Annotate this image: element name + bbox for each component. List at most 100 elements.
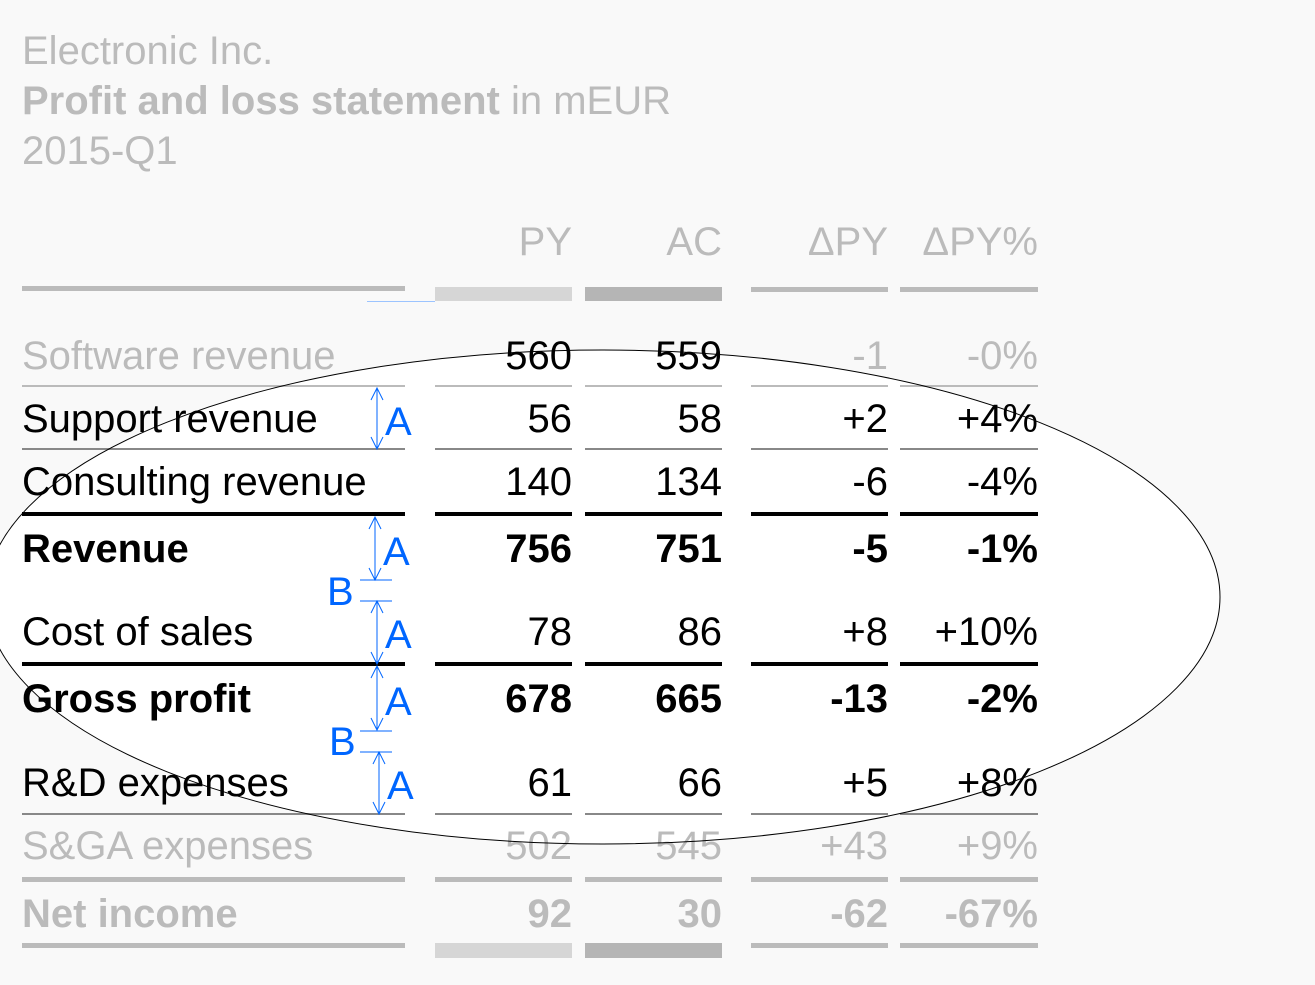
row-value-ac: 30 bbox=[677, 892, 723, 936]
row-value-py: 678 bbox=[505, 677, 572, 721]
row-value-ac: 66 bbox=[677, 761, 723, 805]
row-value-dpyp: +10% bbox=[934, 610, 1038, 654]
row-value-ac: 545 bbox=[655, 824, 722, 868]
row-rule bbox=[435, 385, 572, 387]
header-guide-line bbox=[367, 301, 435, 302]
row-rule bbox=[22, 662, 405, 666]
row-value-py: 756 bbox=[505, 527, 572, 571]
header-bar-dpy bbox=[751, 287, 888, 292]
row-value-dpy: -13 bbox=[830, 677, 888, 721]
row-rule bbox=[585, 877, 722, 882]
row-value-dpyp: -2% bbox=[966, 677, 1038, 721]
row-rule bbox=[585, 448, 722, 450]
row-value-py: 140 bbox=[505, 460, 572, 504]
row-value-ac: 58 bbox=[677, 397, 723, 441]
row-value-dpy: +43 bbox=[820, 824, 888, 868]
row-rule bbox=[751, 813, 888, 815]
row-value-ac: 134 bbox=[655, 460, 722, 504]
row-rule bbox=[435, 813, 572, 815]
ellipse-fill bbox=[0, 350, 1220, 844]
row-value-py: 61 bbox=[527, 761, 573, 805]
company-name: Electronic Inc. bbox=[22, 29, 274, 73]
row-rule bbox=[900, 813, 1038, 815]
arrowhead-up-icon bbox=[370, 599, 384, 614]
row-value-py: 560 bbox=[505, 334, 572, 378]
row-rule bbox=[435, 448, 572, 450]
row-value-py: 502 bbox=[505, 824, 572, 868]
row-label: Net income bbox=[22, 892, 238, 936]
row-value-dpy: -1 bbox=[852, 334, 888, 378]
statement-title: Profit and loss statement in mEUR bbox=[22, 78, 671, 124]
row-rule bbox=[585, 385, 722, 387]
period: 2015-Q1 bbox=[22, 129, 178, 173]
row-rule bbox=[900, 662, 1038, 666]
row-rule bbox=[22, 943, 405, 948]
statement-unit: in mEUR bbox=[499, 79, 672, 123]
row-label: Software revenue bbox=[22, 334, 336, 378]
row-value-dpyp: +8% bbox=[956, 761, 1038, 805]
arrowhead-up-icon bbox=[370, 386, 384, 401]
row-value-dpyp: -4% bbox=[966, 460, 1038, 504]
row-rule bbox=[22, 512, 405, 516]
header-bar-py bbox=[435, 287, 572, 301]
header-bar-dpyp bbox=[900, 287, 1038, 292]
row-rule bbox=[751, 877, 888, 882]
arrowhead-up-icon bbox=[370, 664, 384, 679]
statement-title-bold: Profit and loss statement bbox=[22, 79, 500, 123]
ellipse-outline bbox=[0, 349, 1221, 845]
arrowhead-up-icon bbox=[372, 750, 386, 765]
row-rule bbox=[585, 512, 722, 516]
row-rule bbox=[900, 385, 1038, 387]
column-header-dpyp: ΔPY% bbox=[922, 220, 1038, 264]
row-rule bbox=[435, 943, 572, 958]
row-rule bbox=[751, 448, 888, 450]
column-header-dpy: ΔPY bbox=[807, 220, 888, 264]
row-label: Support revenue bbox=[22, 397, 318, 441]
row-rule bbox=[435, 877, 572, 882]
row-rule bbox=[751, 943, 888, 948]
row-value-dpy: -62 bbox=[830, 892, 888, 936]
row-rule bbox=[585, 662, 722, 666]
spacing-label-b: B bbox=[329, 720, 356, 764]
row-value-ac: 665 bbox=[655, 677, 722, 721]
row-rule bbox=[900, 877, 1038, 882]
row-value-py: 56 bbox=[527, 397, 573, 441]
row-rule bbox=[751, 512, 888, 516]
row-rule bbox=[900, 448, 1038, 450]
row-value-ac: 751 bbox=[655, 527, 722, 571]
row-rule bbox=[900, 943, 1038, 948]
row-rule bbox=[22, 448, 405, 450]
row-label: Revenue bbox=[22, 527, 189, 571]
spacing-label-a: A bbox=[383, 530, 410, 574]
row-value-dpyp: -67% bbox=[944, 892, 1038, 936]
arrowhead-down-icon bbox=[370, 651, 384, 666]
row-rule bbox=[22, 877, 405, 882]
row-rule bbox=[435, 512, 572, 516]
spacing-label-a: A bbox=[385, 400, 412, 444]
row-value-dpyp: -0% bbox=[966, 334, 1038, 378]
spacing-label-a: A bbox=[385, 680, 412, 724]
arrowhead-down-icon bbox=[370, 717, 384, 732]
column-header-ac: AC bbox=[666, 220, 722, 264]
arrowhead-up-icon bbox=[368, 515, 382, 530]
spacing-label-a: A bbox=[387, 764, 414, 808]
row-value-py: 92 bbox=[527, 892, 573, 936]
row-label: Gross profit bbox=[22, 677, 251, 721]
arrowhead-down-icon bbox=[370, 436, 384, 451]
row-value-dpy: -6 bbox=[852, 460, 888, 504]
row-label: Consulting revenue bbox=[22, 460, 367, 504]
row-rule bbox=[751, 385, 888, 387]
row-value-dpy: +8 bbox=[842, 610, 888, 654]
row-rule bbox=[751, 662, 888, 666]
row-rule bbox=[22, 813, 405, 815]
column-header-py: PY bbox=[518, 220, 572, 264]
row-rule bbox=[585, 943, 722, 958]
row-value-dpy: +5 bbox=[842, 761, 888, 805]
header-rule bbox=[22, 286, 405, 291]
row-value-ac: 559 bbox=[655, 334, 722, 378]
row-value-dpy: -5 bbox=[852, 527, 888, 571]
row-value-dpy: +2 bbox=[842, 397, 888, 441]
row-value-py: 78 bbox=[527, 610, 573, 654]
